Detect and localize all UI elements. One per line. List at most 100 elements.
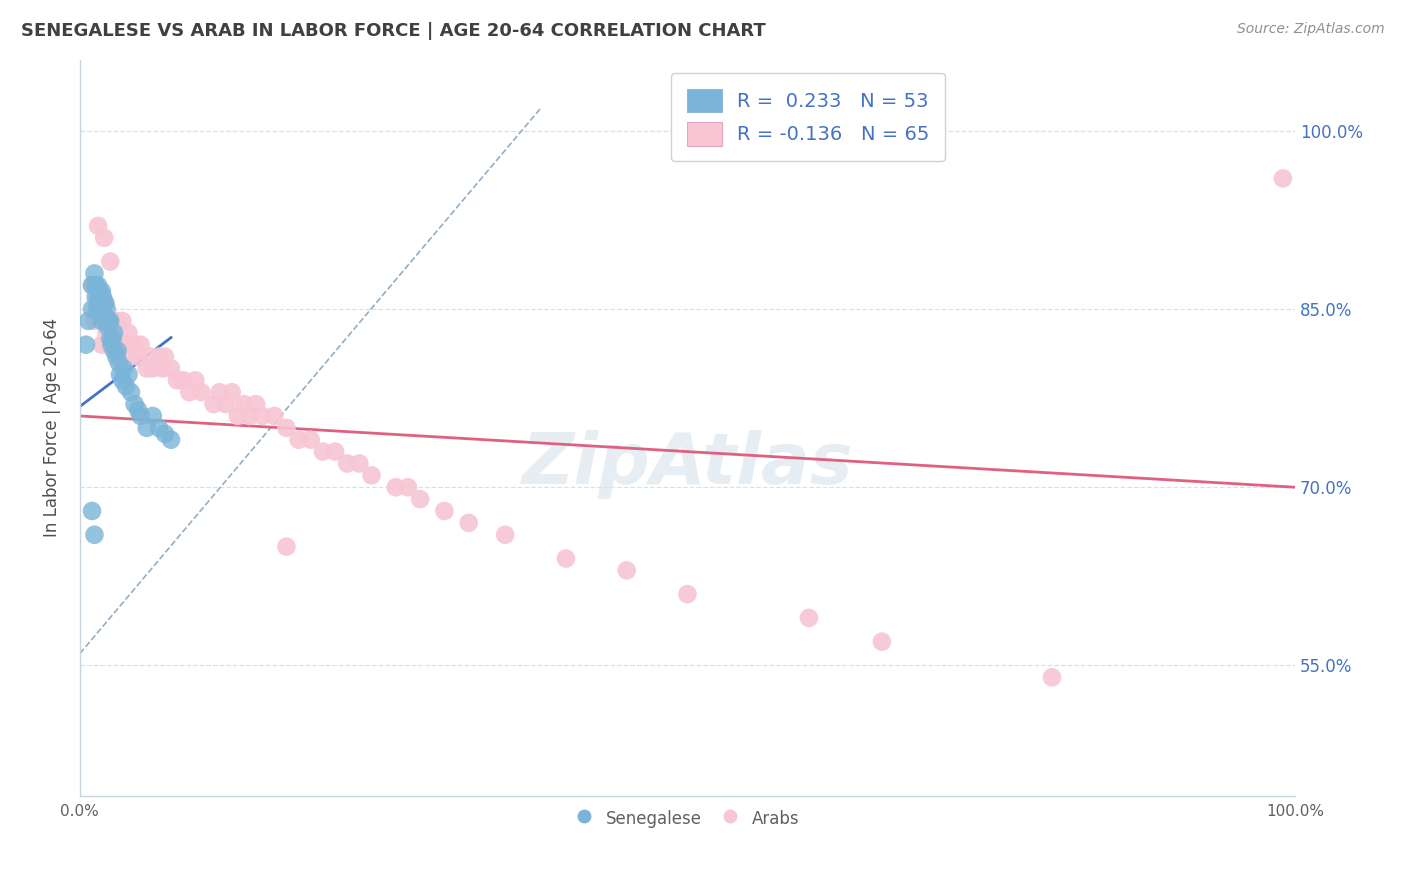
Y-axis label: In Labor Force | Age 20-64: In Labor Force | Age 20-64 xyxy=(44,318,60,537)
Point xyxy=(124,397,146,411)
Point xyxy=(139,350,162,364)
Point xyxy=(77,314,100,328)
Point xyxy=(555,551,578,566)
Point xyxy=(148,350,170,364)
Point xyxy=(80,278,103,293)
Text: Source: ZipAtlas.com: Source: ZipAtlas.com xyxy=(1237,22,1385,37)
Legend: Senegalese, Arabs: Senegalese, Arabs xyxy=(569,802,806,836)
Point xyxy=(90,296,112,310)
Point xyxy=(239,409,262,423)
Point xyxy=(120,385,142,400)
Point xyxy=(94,296,117,310)
Point xyxy=(83,267,105,281)
Point xyxy=(153,350,176,364)
Point xyxy=(142,361,165,376)
Point xyxy=(179,385,201,400)
Point xyxy=(385,480,408,494)
Point xyxy=(89,290,111,304)
Point xyxy=(93,308,115,322)
Point xyxy=(105,350,128,364)
Point xyxy=(91,290,114,304)
Point xyxy=(202,397,225,411)
Point xyxy=(127,350,149,364)
Point xyxy=(129,409,152,423)
Point xyxy=(107,337,129,351)
Point xyxy=(153,426,176,441)
Point xyxy=(127,403,149,417)
Point xyxy=(349,457,371,471)
Point xyxy=(111,314,134,328)
Point xyxy=(96,326,118,340)
Point xyxy=(94,314,117,328)
Point xyxy=(96,314,118,328)
Point xyxy=(396,480,419,494)
Point xyxy=(101,332,124,346)
Point xyxy=(111,373,134,387)
Point xyxy=(120,350,142,364)
Point xyxy=(107,355,129,369)
Point xyxy=(80,504,103,518)
Point xyxy=(101,326,124,340)
Point xyxy=(80,301,103,316)
Point xyxy=(1040,670,1063,684)
Point xyxy=(129,337,152,351)
Point xyxy=(616,563,638,577)
Point xyxy=(360,468,382,483)
Point xyxy=(93,296,115,310)
Point xyxy=(103,337,125,351)
Point xyxy=(208,385,231,400)
Point xyxy=(184,373,207,387)
Point xyxy=(117,368,139,382)
Point xyxy=(107,343,129,358)
Point xyxy=(142,409,165,423)
Point xyxy=(870,634,893,648)
Point xyxy=(98,254,121,268)
Point xyxy=(97,319,120,334)
Point xyxy=(90,337,112,351)
Point xyxy=(152,361,174,376)
Point xyxy=(89,284,111,298)
Point xyxy=(89,301,111,316)
Point xyxy=(87,301,110,316)
Point xyxy=(83,314,105,328)
Point xyxy=(250,409,273,423)
Point xyxy=(103,343,125,358)
Point xyxy=(75,337,97,351)
Point xyxy=(112,361,135,376)
Point xyxy=(98,314,121,328)
Point xyxy=(433,504,456,518)
Point xyxy=(232,397,254,411)
Point xyxy=(263,409,285,423)
Point xyxy=(91,308,114,322)
Point xyxy=(90,314,112,328)
Point xyxy=(93,231,115,245)
Point xyxy=(87,290,110,304)
Point xyxy=(276,421,298,435)
Point xyxy=(676,587,699,601)
Point xyxy=(1271,171,1294,186)
Point xyxy=(221,385,243,400)
Point xyxy=(287,433,309,447)
Point xyxy=(148,421,170,435)
Point xyxy=(299,433,322,447)
Point xyxy=(87,278,110,293)
Point xyxy=(190,385,212,400)
Point xyxy=(117,326,139,340)
Point xyxy=(89,296,111,310)
Point xyxy=(160,433,183,447)
Point xyxy=(105,314,128,328)
Point xyxy=(135,421,157,435)
Point xyxy=(98,314,121,328)
Point xyxy=(172,373,194,387)
Point xyxy=(86,301,108,316)
Point xyxy=(226,409,249,423)
Text: SENEGALESE VS ARAB IN LABOR FORCE | AGE 20-64 CORRELATION CHART: SENEGALESE VS ARAB IN LABOR FORCE | AGE … xyxy=(21,22,766,40)
Point xyxy=(312,444,335,458)
Point xyxy=(135,361,157,376)
Text: ZipAtlas: ZipAtlas xyxy=(522,430,853,500)
Point xyxy=(166,373,188,387)
Point xyxy=(80,278,103,293)
Point xyxy=(93,314,115,328)
Point xyxy=(84,290,107,304)
Point xyxy=(98,332,121,346)
